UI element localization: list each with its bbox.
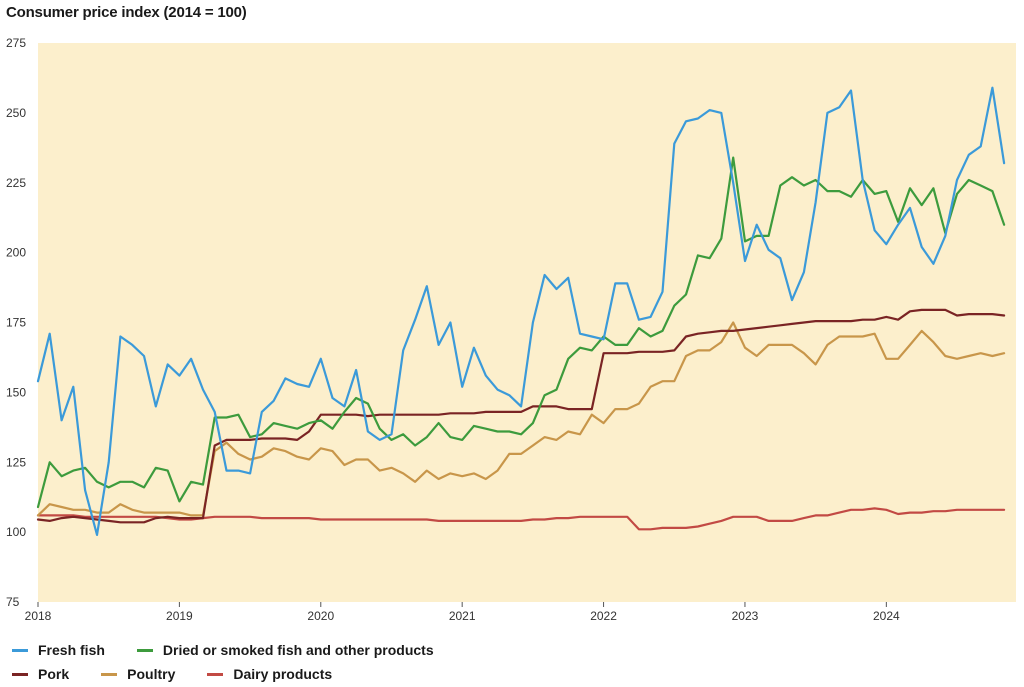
y-tick-label: 125	[6, 455, 26, 469]
legend-item: Fresh fish	[12, 642, 105, 658]
legend-label: Poultry	[127, 666, 176, 682]
legend-label: Fresh fish	[38, 642, 105, 658]
chart-legend: Fresh fish Dried or smoked fish and other…	[12, 638, 1012, 686]
legend-swatch	[12, 672, 28, 676]
legend-swatch	[207, 672, 224, 676]
legend-row: Pork Poultry Dairy products	[12, 662, 1012, 686]
y-tick-label: 225	[6, 176, 26, 190]
legend-item: Pork	[12, 666, 69, 682]
legend-item: Dried or smoked fish and other products	[136, 642, 434, 658]
legend-label: Dried or smoked fish and other products	[162, 642, 434, 658]
y-tick-label: 175	[6, 316, 26, 330]
chart-title: Consumer price index (2014 = 100)	[6, 4, 247, 21]
legend-swatch	[12, 648, 28, 652]
series-line-poultry	[36, 321, 1006, 517]
series-line-pork	[36, 308, 1006, 524]
legend-swatch	[101, 672, 118, 676]
legend-label: Dairy products	[233, 666, 333, 682]
y-tick-label: 275	[6, 36, 26, 50]
legend-item: Poultry	[101, 666, 175, 682]
chart-canvas: 75 100 125 150 175 200 225 250 275 2018 2019 2020 20…	[6, 36, 1016, 623]
y-tick-label: 250	[6, 106, 26, 120]
y-tick-label: 75	[6, 595, 20, 609]
x-tick-label: 2018	[25, 609, 52, 623]
x-tick-label: 2024	[873, 609, 900, 623]
legend-row: Fresh fish Dried or smoked fish and other…	[12, 638, 1012, 662]
x-tick-label: 2022	[590, 609, 617, 623]
x-tick-label: 2021	[449, 609, 476, 623]
legend-swatch	[136, 648, 153, 652]
legend-label: Pork	[38, 666, 70, 682]
series-line-fresh-fish	[36, 86, 1006, 537]
series-line-dried-or-smoked-fish-and-other-products	[36, 156, 1006, 509]
legend-item: Dairy products	[207, 666, 332, 682]
y-tick-label: 150	[6, 385, 26, 399]
y-tick-label: 200	[6, 246, 26, 260]
x-tick-label: 2019	[166, 609, 193, 623]
y-tick-label: 100	[6, 525, 26, 539]
x-tick-label: 2020	[307, 609, 334, 623]
x-tick-label: 2023	[732, 609, 759, 623]
